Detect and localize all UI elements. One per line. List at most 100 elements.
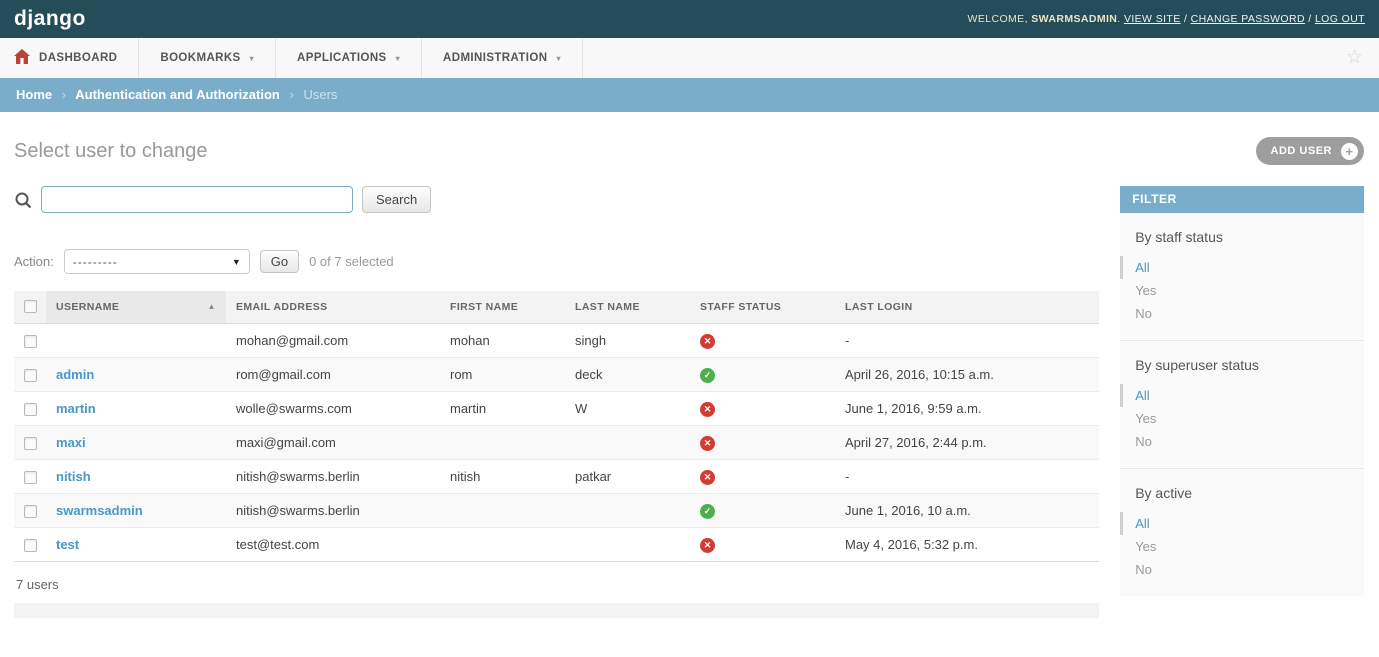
staff-status-cell: ✓ xyxy=(690,493,835,528)
column-header-staff-status[interactable]: STAFF STATUS xyxy=(690,291,835,324)
row-checkbox-cell xyxy=(14,391,46,426)
username-link[interactable]: test xyxy=(56,536,80,552)
changelist-main: Search Action: --------- ▼ Go 0 of 7 sel… xyxy=(14,186,1100,618)
filter-option-yes[interactable]: Yes xyxy=(1135,539,1157,554)
username-link[interactable]: swarmsadmin xyxy=(56,502,143,518)
staff-no-icon: ✕ xyxy=(700,333,715,349)
last-name-cell xyxy=(565,493,690,528)
column-header-username[interactable]: USERNAME ▲ xyxy=(46,291,226,324)
row-checkbox[interactable] xyxy=(23,538,37,552)
filter-group-heading: By active xyxy=(1135,485,1192,501)
row-checkbox[interactable] xyxy=(23,402,37,416)
row-checkbox-cell xyxy=(14,323,46,358)
current-username: SWARMSADMIN xyxy=(1031,13,1118,25)
search-button[interactable]: Search xyxy=(362,186,432,213)
staff-no-icon: ✕ xyxy=(700,537,715,553)
column-header-last-login[interactable]: LAST LOGIN xyxy=(835,291,1100,324)
staff-status-cell: ✓ xyxy=(690,357,835,392)
action-select[interactable]: --------- ▼ xyxy=(63,249,250,274)
column-header-last-name[interactable]: LAST NAME xyxy=(565,291,690,324)
staff-status-cell: ✕ xyxy=(690,527,835,562)
top-header-bar: django WELCOME, SWARMSADMIN. VIEW SITE /… xyxy=(0,0,1379,38)
filter-group-heading: By staff status xyxy=(1135,229,1223,245)
filter-option-all[interactable]: All xyxy=(1120,256,1364,279)
first-name-cell xyxy=(440,527,565,562)
column-header-email[interactable]: EMAIL ADDRESS xyxy=(226,291,440,324)
add-user-button[interactable]: ADD USER + xyxy=(1255,137,1364,165)
staff-no-icon: ✕ xyxy=(700,469,715,485)
filter-option-no[interactable]: No xyxy=(1135,306,1152,321)
selection-counter: 0 of 7 selected xyxy=(309,254,394,269)
filter-option-no[interactable]: No xyxy=(1135,562,1152,577)
username-cell: maxi xyxy=(46,425,226,460)
django-logo: django xyxy=(14,7,86,30)
nav-tab-applications[interactable]: APPLICATIONS ▾ xyxy=(276,38,423,78)
table-row: martin wolle@swarms.com martin W ✕ June 1, 20… xyxy=(14,391,1100,426)
row-checkbox[interactable] xyxy=(23,470,37,484)
username-cell: nitish xyxy=(46,459,226,494)
last-login-cell: April 27, 2016, 2:44 p.m. xyxy=(835,425,1100,460)
email-cell: rom@gmail.com xyxy=(226,357,440,392)
row-checkbox-cell xyxy=(14,459,46,494)
logout-link[interactable]: LOG OUT xyxy=(1314,13,1365,25)
nav-tab-bookmarks[interactable]: BOOKMARKS ▾ xyxy=(139,38,277,78)
staff-status-cell: ✕ xyxy=(690,425,835,460)
user-table-body: mohan@gmail.com mohan singh ✕ - admin rom@gmai… xyxy=(14,323,1100,562)
row-checkbox-cell xyxy=(14,493,46,528)
email-cell: nitish@swarms.berlin xyxy=(226,459,440,494)
go-button[interactable]: Go xyxy=(259,250,300,273)
table-row: swarmsadmin nitish@swarms.berlin ✓ June 1, … xyxy=(14,493,1100,528)
row-checkbox[interactable] xyxy=(23,334,37,348)
change-password-link[interactable]: CHANGE PASSWORD xyxy=(1190,13,1305,25)
select-all-checkbox[interactable] xyxy=(23,300,37,314)
filter-panel: FILTER By staff status All Yes No By superus… xyxy=(1120,186,1364,596)
sort-asc-icon[interactable]: ▲ xyxy=(207,302,216,312)
table-row: test test@test.com ✕ May 4, 2016, 5:32 p.m. xyxy=(14,527,1100,562)
chevron-down-icon: ▾ xyxy=(249,53,255,63)
email-cell: maxi@gmail.com xyxy=(226,425,440,460)
staff-no-icon: ✕ xyxy=(700,435,715,451)
username-link[interactable]: admin xyxy=(56,366,95,382)
filter-option-yes[interactable]: Yes xyxy=(1135,283,1157,298)
main-nav: DASHBOARD BOOKMARKS ▾ APPLICATIONS ▾ ADM… xyxy=(0,38,1379,78)
result-count: 7 users xyxy=(16,576,59,592)
nav-tab-dashboard[interactable]: DASHBOARD xyxy=(0,38,140,78)
username-link[interactable]: maxi xyxy=(56,434,86,450)
username-cell: swarmsadmin xyxy=(46,493,226,528)
breadcrumb-home-link[interactable]: Home xyxy=(16,87,53,102)
staff-status-cell: ✕ xyxy=(690,459,835,494)
table-row: mohan@gmail.com mohan singh ✕ - xyxy=(14,323,1100,358)
select-all-header xyxy=(14,291,46,324)
staff-status-cell: ✕ xyxy=(690,391,835,426)
filter-body: By staff status All Yes No By superuser stat… xyxy=(1120,213,1364,596)
filter-option-no[interactable]: No xyxy=(1135,434,1152,449)
row-checkbox[interactable] xyxy=(23,368,37,382)
filter-option-all[interactable]: All xyxy=(1120,512,1364,535)
last-login-cell: June 1, 2016, 10 a.m. xyxy=(835,493,1100,528)
chevron-down-icon: ▾ xyxy=(556,53,561,63)
column-header-first-name[interactable]: FIRST NAME xyxy=(440,291,565,324)
view-site-link[interactable]: VIEW SITE xyxy=(1123,13,1181,25)
first-name-cell: nitish xyxy=(440,459,565,494)
username-link[interactable]: martin xyxy=(56,400,96,416)
filter-option-all[interactable]: All xyxy=(1120,384,1364,407)
table-row: admin rom@gmail.com rom deck ✓ April 26, 2016… xyxy=(14,357,1100,392)
staff-no-icon: ✕ xyxy=(700,401,715,417)
bookmark-star-icon[interactable]: ☆ xyxy=(1345,47,1363,68)
filter-option-yes[interactable]: Yes xyxy=(1135,411,1157,426)
staff-yes-icon: ✓ xyxy=(700,367,715,383)
welcome-text: WELCOME, xyxy=(967,13,1028,25)
breadcrumb-auth-link[interactable]: Authentication and Authorization xyxy=(75,87,280,102)
plus-icon: + xyxy=(1341,142,1358,160)
row-checkbox-cell xyxy=(14,527,46,562)
filter-group-heading: By superuser status xyxy=(1135,357,1259,373)
row-checkbox[interactable] xyxy=(23,504,37,518)
nav-tab-administration[interactable]: ADMINISTRATION ▾ xyxy=(422,38,583,78)
username-link[interactable]: nitish xyxy=(56,468,91,484)
staff-yes-icon: ✓ xyxy=(700,503,715,519)
search-input[interactable] xyxy=(41,186,353,213)
username-cell: test xyxy=(46,527,226,562)
email-cell: nitish@swarms.berlin xyxy=(226,493,440,528)
row-checkbox[interactable] xyxy=(23,436,37,450)
first-name-cell xyxy=(440,493,565,528)
